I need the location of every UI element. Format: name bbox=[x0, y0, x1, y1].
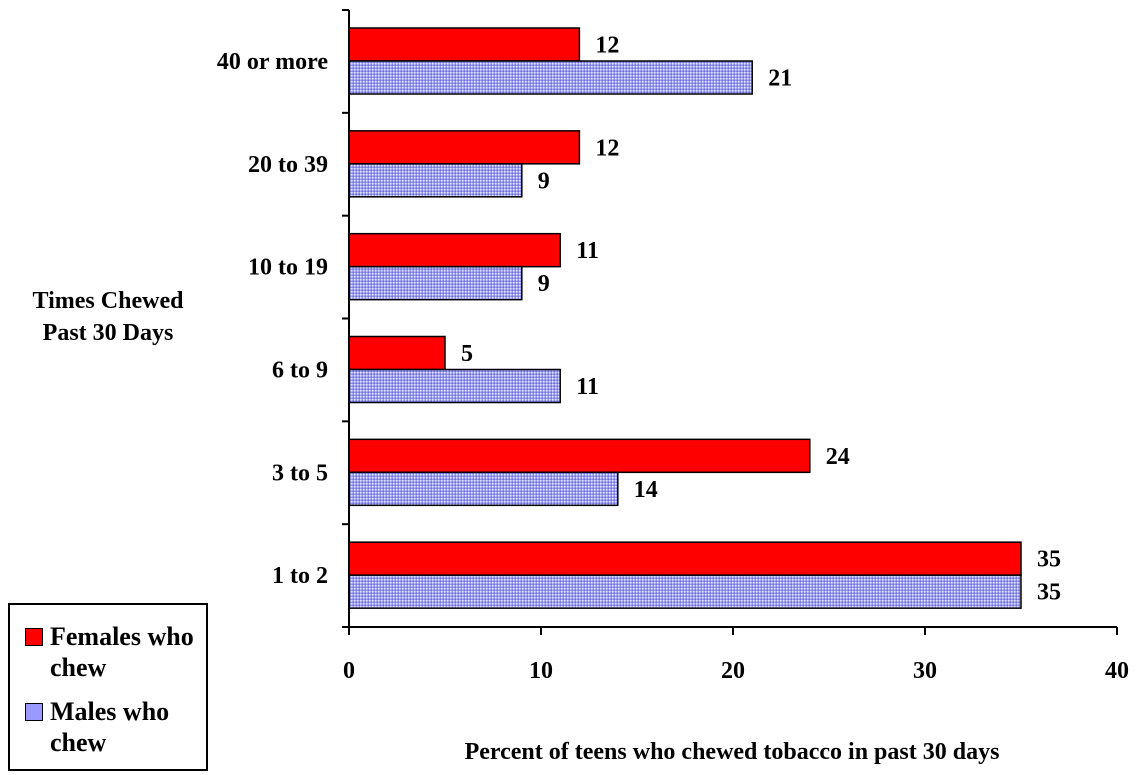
data-label-males-1: 9 bbox=[538, 168, 550, 194]
data-label-males-4: 14 bbox=[634, 477, 658, 503]
y-tick-label-3: 6 to 9 bbox=[272, 358, 328, 384]
data-label-males-0: 21 bbox=[768, 66, 792, 92]
y-tick-label-0: 40 or more bbox=[217, 49, 328, 75]
data-label-females-5: 35 bbox=[1037, 547, 1061, 573]
x-tick-label-0: 0 bbox=[343, 658, 355, 684]
legend-label-females: Females who chew bbox=[50, 622, 194, 682]
bar-females-4 bbox=[348, 438, 811, 474]
bar-females-5 bbox=[348, 541, 1022, 576]
data-label-males-2: 9 bbox=[538, 271, 550, 297]
bar-males-1 bbox=[348, 163, 523, 198]
y-tick-label-4: 3 to 5 bbox=[272, 460, 328, 486]
bar-males-4 bbox=[348, 471, 619, 507]
y-tick-label-5: 1 to 2 bbox=[272, 563, 328, 589]
y-axis-title-line-0: Times Chewed bbox=[33, 288, 185, 314]
bar-males-3 bbox=[348, 368, 561, 404]
y-axis-title: Times Chewed Past 30 Days bbox=[33, 288, 185, 346]
data-label-females-2: 11 bbox=[576, 238, 599, 264]
legend-label-males: Males who chew bbox=[50, 697, 170, 757]
bar-females-0 bbox=[348, 27, 581, 62]
legend-item-males: Males who chew bbox=[25, 696, 198, 758]
bar-females-1 bbox=[348, 130, 581, 165]
x-tick-label-4: 40 bbox=[1105, 658, 1129, 684]
data-label-females-4: 24 bbox=[826, 444, 850, 470]
x-tick-label-1: 10 bbox=[529, 658, 553, 684]
labels-group: 12 21 40 or more 12 9 20 to 39 11 9 10 to 19 5 11 6… bbox=[33, 33, 1129, 766]
legend-item-females: Females who chew bbox=[25, 621, 198, 683]
legend: Females who chew Males who chew bbox=[8, 603, 208, 771]
y-tick-label-1: 20 to 39 bbox=[248, 152, 328, 178]
x-tick-label-3: 30 bbox=[913, 658, 937, 684]
x-axis-title: Percent of teens who chewed tobacco in p… bbox=[465, 739, 1000, 765]
x-tick-label-2: 20 bbox=[721, 658, 745, 684]
data-label-females-1: 12 bbox=[595, 135, 619, 161]
data-label-males-3: 11 bbox=[576, 374, 599, 400]
bars-group bbox=[348, 27, 1022, 609]
bar-females-3 bbox=[348, 335, 446, 371]
legend-swatch-females bbox=[25, 628, 43, 646]
bar-males-0 bbox=[348, 60, 753, 95]
y-axis-title-line-1: Past 30 Days bbox=[43, 320, 174, 346]
legend-swatch-males bbox=[25, 703, 43, 721]
data-label-males-5: 35 bbox=[1037, 580, 1061, 606]
bar-males-2 bbox=[348, 265, 523, 301]
bar-females-2 bbox=[348, 232, 561, 268]
bar-males-5 bbox=[348, 574, 1022, 609]
data-label-females-3: 5 bbox=[461, 341, 473, 367]
data-label-females-0: 12 bbox=[595, 33, 619, 59]
y-tick-label-2: 10 to 19 bbox=[248, 255, 328, 281]
axes-group bbox=[342, 9, 1118, 635]
